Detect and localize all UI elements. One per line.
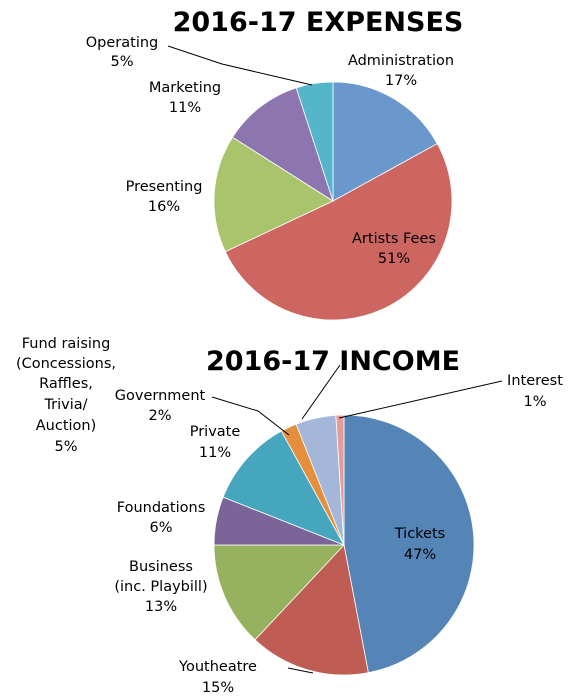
artists-fees-pct: 51% [378,251,410,267]
pie-slice-marketing [231,87,334,202]
pie-slice-youtheatre [254,544,369,676]
operating-leader-line [167,45,313,86]
pie-slice-private [222,430,345,546]
marketing-pct: 11% [169,100,201,116]
marketing-label: Marketing [149,80,221,96]
tickets-pct: 47% [404,547,436,563]
government-leader-line [211,396,290,436]
artists-fees-label: Artists Fees [352,231,436,247]
business-label-line1: Business [129,559,193,575]
operating-label: Operating [86,35,159,51]
private-pct: 11% [199,445,231,461]
government-label: Government [115,388,206,404]
interest-label: Interest [507,373,563,389]
foundations-label: Foundations [117,500,206,516]
foundations-pct: 6% [149,520,172,536]
interest-pct: 1% [523,394,546,410]
income-pie [213,414,475,676]
government-pct: 2% [148,408,171,424]
pie-slice-presenting [213,136,334,253]
business-pct: 13% [145,599,177,615]
youtheatre-pct: 15% [202,680,234,696]
tickets-label: Tickets [394,526,445,542]
fund-raising-label-line5: Auction) [36,418,97,434]
fund-raising-pct: 5% [54,439,77,455]
pie-slice-business-inc-playbill [213,544,345,641]
pie-slice-artists-fees [224,143,453,321]
presenting-pct: 16% [148,199,180,215]
fund-raising-label-line1: Fund raising [22,336,111,352]
interest-leader-line [338,380,503,419]
presenting-label: Presenting [126,179,203,195]
fund-raising-label-line2: (Concessions, [16,356,116,372]
administration-pct: 17% [385,73,417,89]
youtheatre-label: Youtheatre [178,659,257,675]
private-label: Private [190,424,241,440]
income-title: 2016-17 INCOME [206,346,460,377]
expenses-pie [213,81,453,321]
administration-label: Administration [348,53,454,69]
pie-slice-operating [295,81,334,202]
youtheatre-leader-line [287,667,314,674]
fund-raising-leader-line [301,364,341,420]
pie-slice-tickets [343,414,475,674]
fund-raising-label-line3: Raffles, [39,376,93,392]
expenses-title: 2016-17 EXPENSES [173,7,464,38]
pie-slice-interest [335,414,345,546]
operating-pct: 5% [110,54,133,70]
fund-raising-label-line4: Trivia/ [43,397,87,413]
business-label-line2: (inc. Playbill) [114,579,207,595]
pie-slice-administration [332,81,438,202]
